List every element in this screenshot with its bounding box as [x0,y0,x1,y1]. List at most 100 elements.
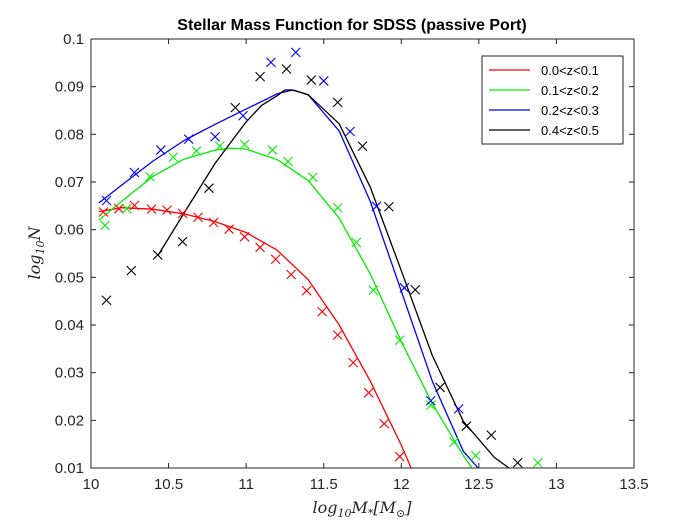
x-tick-label: 13.5 [619,476,648,493]
y-tick-label: 0.04 [55,317,84,334]
data-point-marker [266,57,276,68]
legend-label: 0.0<z<0.1 [541,63,599,78]
data-point-marker [532,457,543,468]
x-tick-label: 12 [393,476,410,493]
data-point-marker [286,269,297,280]
data-point-marker [461,421,472,431]
data-point-marker [98,207,109,217]
data-point-marker [101,295,112,306]
data-point-marker [101,195,112,206]
data-point-marker [290,47,301,58]
data-point-marker [379,418,390,429]
data-point-marker [121,203,132,214]
data-point-marker [363,387,374,398]
data-point-marker [470,450,481,461]
series-line-3 [157,89,511,468]
legend-label: 0.4<z<0.5 [541,123,599,138]
data-point-marker [208,217,219,228]
data-point-marker [183,134,194,144]
data-point-marker [129,167,140,178]
data-point-marker [214,141,225,152]
series-line-1 [98,147,473,468]
data-point-marker [307,172,318,183]
data-point-marker [394,335,405,346]
data-point-marker [394,451,405,462]
x-tick-label: 11 [238,476,254,493]
data-point-marker [168,152,179,163]
data-point-marker [210,131,221,142]
data-point-marker [270,254,281,265]
y-tick-label: 0.07 [55,174,84,191]
y-tick-label: 0.09 [55,79,84,96]
data-point-marker [371,201,382,212]
data-point-marker [224,224,234,235]
data-point-marker [255,71,265,82]
data-point-marker [100,220,110,231]
data-point-marker [348,357,359,368]
legend-label: 0.2<z<0.3 [541,103,599,118]
data-point-marker [453,404,464,414]
data-point-marker [267,145,278,155]
data-point-marker [383,201,394,212]
data-point-marker [425,395,436,406]
data-point-marker [449,437,459,448]
x-tick-label: 13 [548,476,565,493]
data-point-marker [162,205,172,216]
data-point-marker [255,242,265,253]
data-point-marker [410,284,421,295]
legend-label: 0.1<z<0.2 [541,83,599,98]
x-tick-label: 10.5 [154,476,183,493]
data-point-marker [332,97,343,108]
y-tick-label: 0.08 [55,126,84,143]
data-point-marker [512,457,523,468]
marker-layer [98,47,543,468]
y-tick-label: 0.03 [55,365,84,382]
x-tick-label: 10 [83,476,100,493]
data-point-marker [230,102,241,113]
y-axis-label: log10N [25,226,47,280]
data-point-marker [368,285,379,296]
x-tick-label: 11.5 [310,476,338,493]
data-point-marker [191,146,202,156]
data-point-marker [114,203,124,214]
data-point-marker [317,306,328,317]
x-axis: 10 10.5 11 11.5 12 12.5 13 13.5 [83,39,649,493]
data-point-marker [399,282,410,293]
y-tick-label: 0.05 [55,269,84,286]
x-tick-label: 12.5 [464,476,493,493]
data-point-marker [486,430,497,440]
x-axis-label: log10M*[M⊙] [313,498,413,520]
data-point-marker [332,330,343,340]
data-point-marker [283,156,293,167]
data-point-marker [145,171,155,182]
data-point-marker [301,285,312,296]
data-point-marker [152,250,163,260]
curve-layer [98,89,511,468]
data-point-marker [239,139,250,150]
data-point-marker [332,202,343,213]
data-point-marker [239,231,250,242]
legend-box [481,55,624,145]
data-point-marker [345,126,355,137]
data-point-marker [425,400,436,410]
plot-frame [90,38,635,469]
data-point-marker [238,110,248,121]
y-tick-label: 0.1 [63,31,84,48]
y-tick-label: 0.06 [55,222,84,239]
data-point-marker [351,237,362,248]
data-point-marker [129,200,140,211]
y-tick-label: 0.01 [55,460,84,477]
y-axis: 0.01 0.02 0.03 0.04 0.05 0.06 0.07 0.08 0.09 0.1 [55,31,634,477]
data-point-marker [146,204,157,215]
data-point-marker [155,145,166,155]
data-point-marker [357,141,368,152]
data-point-marker [281,64,292,74]
data-point-marker [204,183,214,194]
data-point-marker [126,265,137,276]
data-point-marker [193,212,203,223]
data-point-marker [435,382,445,393]
legend: 0.0<z<0.1 0.1<z<0.2 0.2<z<0.3 0.4<z<0.5 [481,55,624,145]
series-line-0 [98,207,412,468]
y-tick-label: 0.02 [55,412,84,429]
